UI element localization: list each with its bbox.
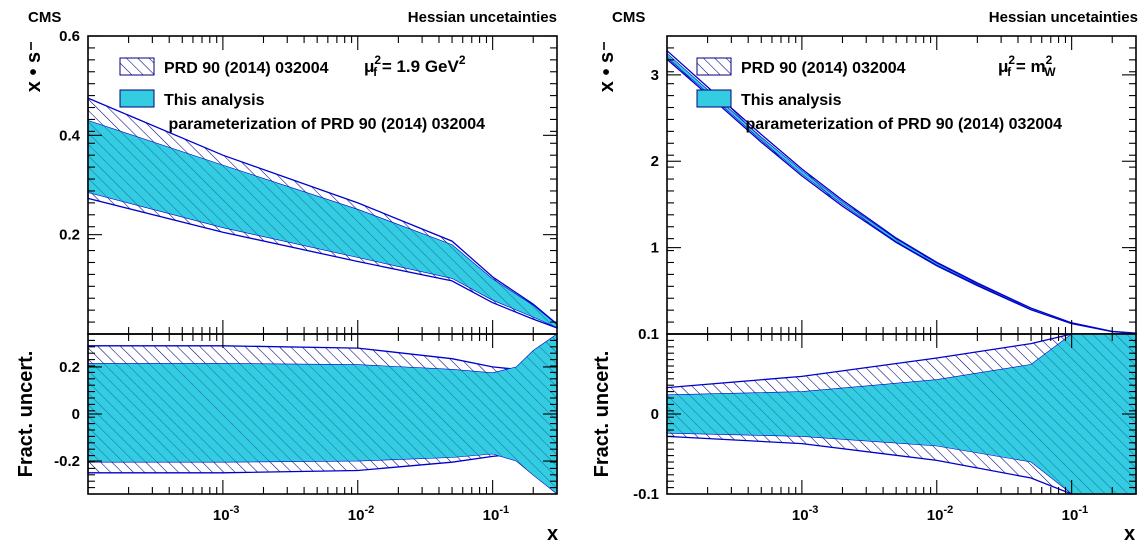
band-overlay-top-1 — [667, 53, 1136, 334]
left-top-bands — [87, 97, 558, 329]
right-bottom-bands — [666, 333, 1137, 495]
band-overlay-bot-0 — [88, 334, 557, 494]
ytick-label: 0 — [72, 406, 80, 423]
band-overlay-bot-1 — [667, 334, 1136, 494]
left-legend-fill-swatch — [119, 89, 155, 108]
left-panel: CMS Hessian uncetainties 0.2 0.4 0.6 x • s… — [15, 9, 558, 545]
right-uncertainty-label: Hessian uncetainties — [989, 9, 1138, 26]
right-bottom-yticks: -0.1 0 0.1 — [633, 326, 1136, 503]
left-legend-item-1: PRD 90 (2014) 032004 — [164, 60, 329, 77]
right-xtick-labels: 10-3 10-2 10-1 — [792, 504, 1088, 524]
left-top-plot: 0.2 0.4 0.6 x • s — [23, 28, 558, 335]
right-panel: CMS Hessian uncetainties 1 2 3 x • s -0.1 0… — [591, 9, 1138, 545]
xtick-label: 10-3 — [792, 504, 818, 524]
right-top-plot: 1 2 3 x • s — [596, 35, 1137, 335]
left-top-xticks — [87, 36, 534, 334]
left-uncertainty-label: Hessian uncetainties — [408, 9, 557, 26]
ytick-label: 0.4 — [59, 127, 81, 144]
left-bottom-yticks: -0.2 0 0.2 — [54, 339, 557, 489]
xtick-label: 10-2 — [348, 504, 374, 524]
xtick-label: 10-1 — [1062, 504, 1088, 524]
ytick-label: 3 — [651, 67, 659, 84]
left-bottom-ylabel: Fract. uncert. — [15, 351, 37, 478]
left-legend-item-2: This analysis — [164, 92, 265, 109]
xtick-label: 10-1 — [483, 504, 509, 524]
right-legend-item-3: parameterization of PRD 90 (2014) 032004 — [741, 116, 1062, 133]
ytick-label: 0.1 — [638, 326, 659, 343]
ytick-label: 0.6 — [59, 28, 80, 45]
left-legend: PRD 90 (2014) 032004 This analysis param… — [119, 57, 485, 133]
ytick-label: 0.2 — [59, 359, 80, 376]
ytick-label: 1 — [651, 240, 659, 257]
right-top-ylabel: x • s — [596, 52, 618, 92]
right-bottom-ylabel: Fract. uncert. — [591, 351, 613, 478]
ytick-label: 0.2 — [59, 227, 80, 244]
left-xlabel: x — [547, 523, 558, 545]
ytick-label: 2 — [651, 153, 659, 170]
left-bottom-bands — [87, 333, 558, 495]
left-bottom-plot: -0.2 0 0.2 Fract. uncert. 10-3 10-2 10-1 x — [15, 333, 558, 545]
left-bottom-xticks — [87, 334, 534, 494]
right-legend-item-2: This analysis — [741, 92, 842, 109]
xtick-label: 10-2 — [927, 504, 953, 524]
ytick-label: -0.2 — [54, 453, 80, 470]
right-top-xticks — [666, 36, 1113, 334]
right-scale-label: μ2 f = m2 W — [998, 53, 1056, 79]
right-legend: PRD 90 (2014) 032004 This analysis param… — [696, 57, 1062, 133]
left-legend-item-3: parameterization of PRD 90 (2014) 032004 — [164, 116, 485, 133]
xtick-label: 10-3 — [213, 504, 239, 524]
right-legend-hatch-swatch — [696, 57, 732, 76]
left-xtick-labels: 10-3 10-2 10-1 — [213, 504, 509, 524]
right-xlabel: x — [1124, 523, 1135, 545]
band-overlay-top-0 — [88, 120, 557, 328]
band-fill-top-1 — [666, 52, 1137, 334]
left-top-ylabel: x • s — [23, 52, 45, 92]
right-cms-label: CMS — [612, 9, 645, 26]
left-scale-label: μ2 f = 1.9 GeV2 — [364, 53, 466, 79]
ytick-label: 0 — [651, 406, 659, 423]
left-top-yticks: 0.2 0.4 0.6 — [59, 28, 557, 323]
right-bottom-plot: -0.1 0 0.1 Fract. uncert. 10-3 10-2 10-1 x — [591, 326, 1137, 545]
right-top-yticks: 1 2 3 — [651, 47, 1136, 323]
right-bottom-xticks — [666, 334, 1113, 494]
left-legend-hatch-swatch — [119, 57, 155, 76]
right-legend-item-1: PRD 90 (2014) 032004 — [741, 60, 906, 77]
left-cms-label: CMS — [28, 9, 61, 26]
ytick-label: -0.1 — [633, 486, 659, 503]
right-top-frame — [666, 35, 1137, 335]
band-hatch-top-1 — [666, 49, 1137, 334]
right-legend-fill-swatch — [696, 89, 732, 108]
right-top-bands — [666, 49, 1137, 334]
